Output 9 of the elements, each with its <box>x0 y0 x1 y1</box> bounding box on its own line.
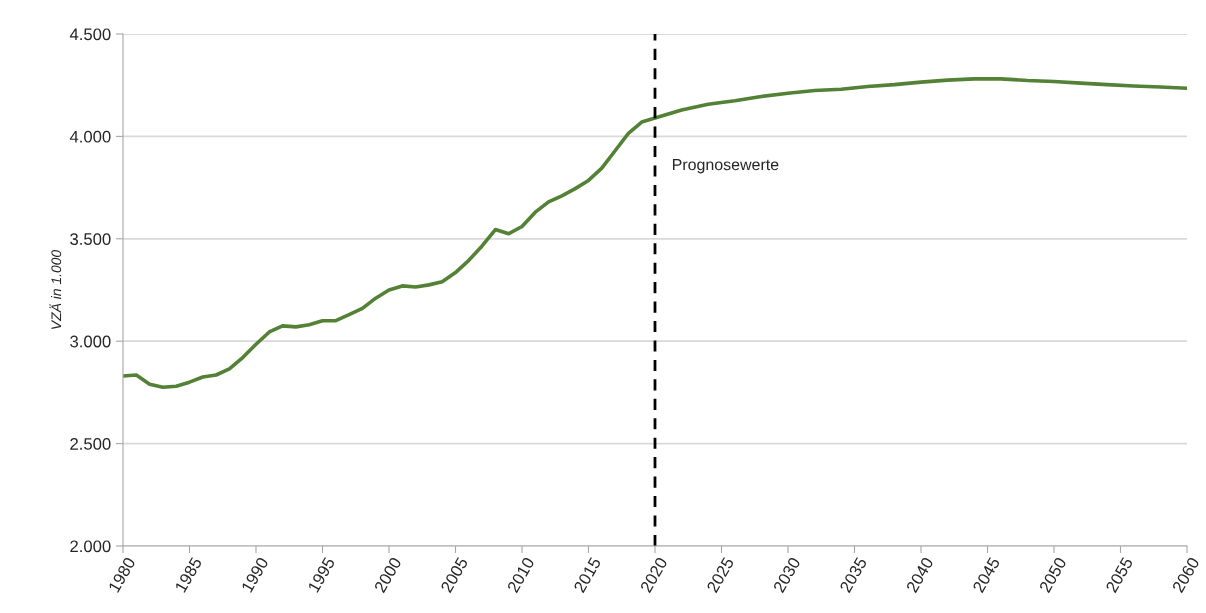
y-tick-label: 2.000 <box>70 540 111 553</box>
line-series <box>123 77 1187 390</box>
ref-line-label: Prognosewerte <box>672 159 779 174</box>
y-tick-label: 3.000 <box>70 335 111 348</box>
y-tick-label: 2.500 <box>70 438 111 450</box>
y-tick-label: 4.000 <box>69 130 111 143</box>
y-tick-label: 3.500 <box>70 233 111 245</box>
y-tick-label: 4.500 <box>69 28 111 41</box>
y-axis-title: VZÄ in 1.000 <box>49 249 62 329</box>
